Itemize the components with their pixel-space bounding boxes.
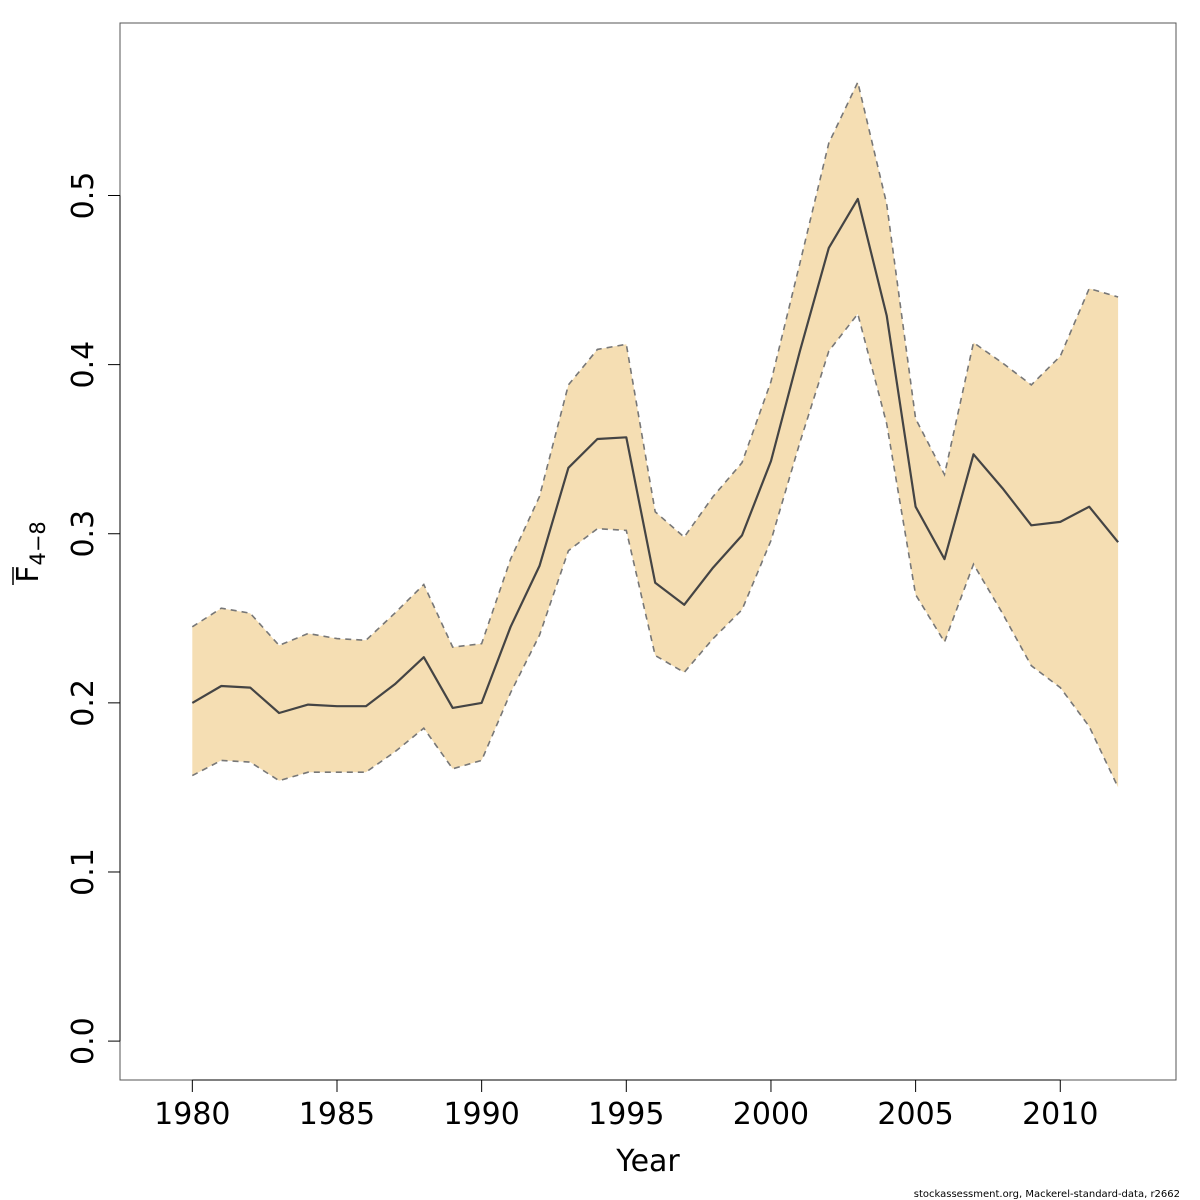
y-tick-label: 0.5	[66, 172, 101, 220]
y-tick-label: 0.1	[66, 848, 101, 896]
footer-note: stockassessment.org, Mackerel-standard-d…	[914, 1189, 1180, 1200]
axis-layer: 1980 1985 1990 1995 2000 2005 2010 0.0 0.1 0.2 0.3…	[66, 172, 1098, 1132]
x-tick-label: 2000	[733, 1097, 809, 1132]
x-tick-label: 1995	[588, 1097, 664, 1132]
x-tick-label: 1985	[299, 1097, 375, 1132]
y-axis-label-subscript: 4−8	[26, 521, 50, 565]
confidence-band	[192, 82, 1119, 788]
series-line-layer	[191, 79, 1119, 788]
confidence-band-layer	[192, 82, 1119, 788]
y-axis-label: F4−8	[11, 521, 50, 585]
x-tick-label: 1990	[443, 1097, 519, 1132]
upper-bound-line	[191, 79, 1119, 648]
y-tick-label: 0.2	[66, 679, 101, 727]
x-tick-label: 1980	[154, 1097, 230, 1132]
y-axis-label-symbol: F	[11, 566, 46, 583]
svg-text:F4−8: F4−8	[11, 521, 50, 583]
x-axis-label: Year	[615, 1144, 680, 1179]
y-tick-label: 0.4	[66, 341, 101, 389]
x-tick-label: 2005	[877, 1097, 953, 1132]
estimate-line	[191, 197, 1119, 715]
y-tick-label: 0.0	[66, 1017, 101, 1065]
x-tick-label: 2010	[1022, 1097, 1098, 1132]
y-tick-label: 0.3	[66, 510, 101, 558]
